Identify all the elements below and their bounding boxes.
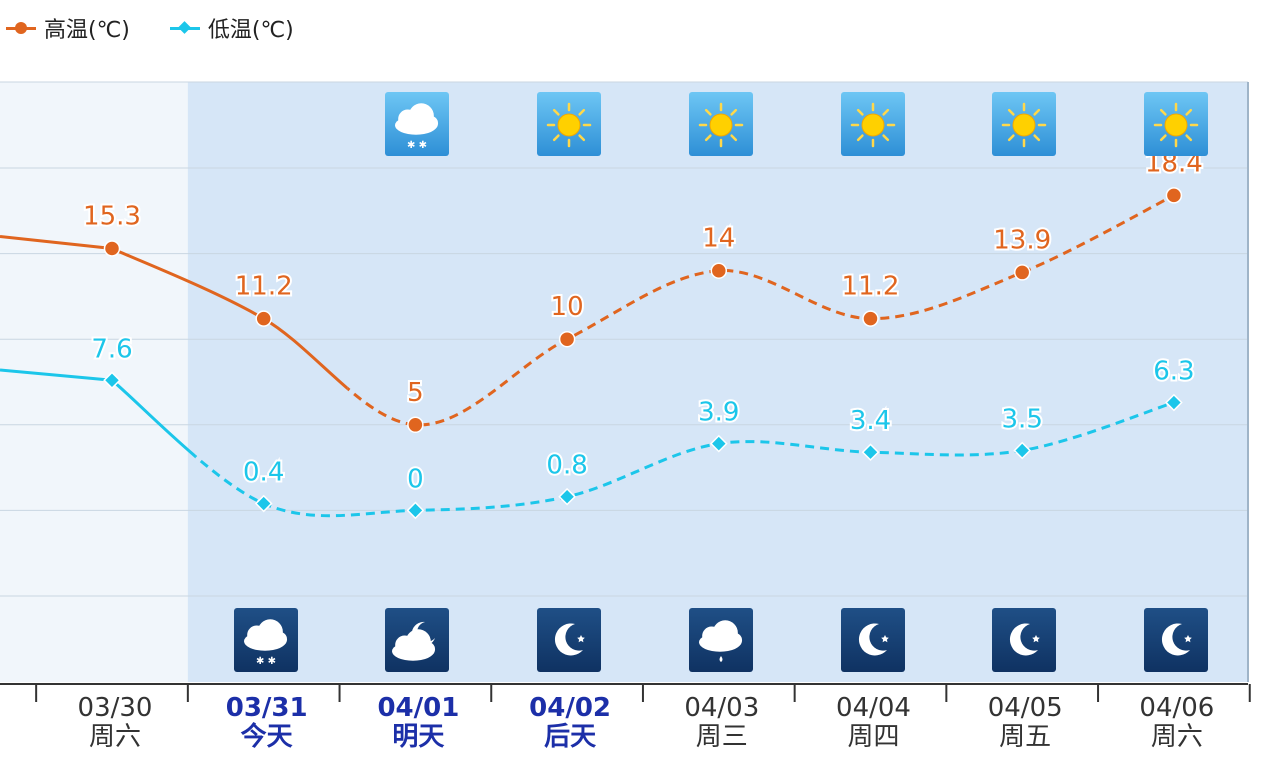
- x-tick-label: 04/01 明天: [343, 694, 493, 752]
- x-tick-date: 04/01: [377, 693, 460, 723]
- high-point: [862, 310, 879, 327]
- high-data-label: 15.3: [83, 201, 141, 231]
- legend-item-high[interactable]: 高温(℃): [6, 12, 130, 44]
- x-tick-label: 04/05 周五: [950, 694, 1100, 752]
- x-tick-date: 04/06: [1139, 693, 1215, 723]
- low-point: [103, 371, 121, 390]
- low-point: [406, 501, 425, 520]
- day-snow-cloud-icon: ✱ ✱: [385, 92, 450, 156]
- x-tick-weekday: 周六: [1150, 722, 1203, 752]
- day-sun-icon: [992, 92, 1057, 156]
- low-point: [558, 487, 576, 506]
- x-tick-date: 04/03: [684, 693, 760, 723]
- low-data-label: 3.9: [698, 398, 739, 428]
- high-data-label: 13.9: [993, 225, 1051, 255]
- x-tick-label: 03/30 周六: [40, 694, 190, 752]
- forecast-band: [187, 82, 1249, 682]
- legend-high-label: 高温(℃): [44, 18, 130, 43]
- low-point: [1013, 441, 1032, 460]
- low-data-label: 0: [407, 464, 424, 494]
- night-moon-cloud-icon: [385, 608, 450, 672]
- x-tick-label: 03/31 今天: [192, 694, 342, 752]
- night-moon-icon: [840, 608, 905, 672]
- high-data-label: 11.2: [235, 272, 293, 302]
- day-sun-icon: [688, 92, 753, 156]
- high-data-label: 14: [702, 224, 735, 254]
- low-point: [1165, 393, 1183, 412]
- x-tick-weekday: 周三: [695, 722, 748, 752]
- low-data-label: 0.8: [546, 451, 587, 481]
- x-tick-label: 04/03 周三: [647, 694, 797, 752]
- x-tick-weekday: 明天: [392, 722, 445, 752]
- day-sun-icon: [537, 92, 602, 156]
- low-data-label: 3.4: [850, 406, 891, 436]
- x-tick-date: 04/02: [529, 693, 612, 723]
- day-sun-icon: [840, 92, 905, 156]
- chart-legend: 高温(℃) 低温(℃): [6, 12, 294, 44]
- night-moon-icon: [992, 608, 1057, 672]
- x-tick-date: 04/04: [836, 693, 911, 723]
- high-point: [103, 240, 121, 257]
- low-data-label: 3.5: [1002, 404, 1043, 434]
- high-point: [1013, 264, 1031, 281]
- high-point: [558, 330, 576, 348]
- x-tick-label: 04/04 周四: [799, 694, 949, 752]
- high-point: [710, 262, 728, 279]
- legend-high-marker-icon: [6, 21, 36, 35]
- low-data-label: 6.3: [1153, 357, 1194, 387]
- low-data-label: 7.6: [91, 334, 132, 364]
- x-tick-label: 04/02 后天: [495, 694, 645, 752]
- night-snow-cloud-icon: ✱ ✱: [233, 608, 298, 672]
- low-point: [709, 434, 728, 453]
- x-tick-label: 04/06 周六: [1102, 694, 1252, 752]
- high-data-label: 11.2: [842, 272, 900, 302]
- legend-low-marker-icon: [169, 21, 200, 35]
- high-point: [255, 310, 272, 327]
- high-point: [407, 416, 424, 434]
- low-point: [254, 494, 273, 513]
- x-tick-date: 03/30: [77, 693, 153, 723]
- x-tick-weekday: 周六: [88, 722, 141, 752]
- x-tick-date: 04/05: [987, 693, 1063, 723]
- x-tick-date: 03/31: [225, 693, 308, 723]
- low-data-label: 0.4: [243, 458, 284, 488]
- x-tick-weekday: 周四: [847, 722, 900, 752]
- night-moon-icon: [1143, 608, 1208, 672]
- x-tick-weekday: 周五: [999, 722, 1052, 752]
- x-tick-weekday: 今天: [240, 722, 293, 752]
- high-point: [1165, 187, 1183, 204]
- svg-text:✱ ✱: ✱ ✱: [256, 656, 276, 667]
- day-sun-icon: [1143, 92, 1208, 156]
- low-point: [861, 443, 880, 462]
- night-moon-icon: [537, 608, 602, 672]
- x-tick-weekday: 后天: [544, 722, 597, 752]
- high-series-line: [111, 247, 348, 390]
- high-data-label: 10: [551, 292, 584, 322]
- legend-low-label: 低温(℃): [207, 18, 294, 43]
- night-rain-cloud-icon: [688, 608, 753, 672]
- svg-text:✱ ✱: ✱ ✱: [407, 140, 427, 151]
- high-data-label: 5: [407, 378, 424, 408]
- legend-item-low[interactable]: 低温(℃): [169, 12, 294, 44]
